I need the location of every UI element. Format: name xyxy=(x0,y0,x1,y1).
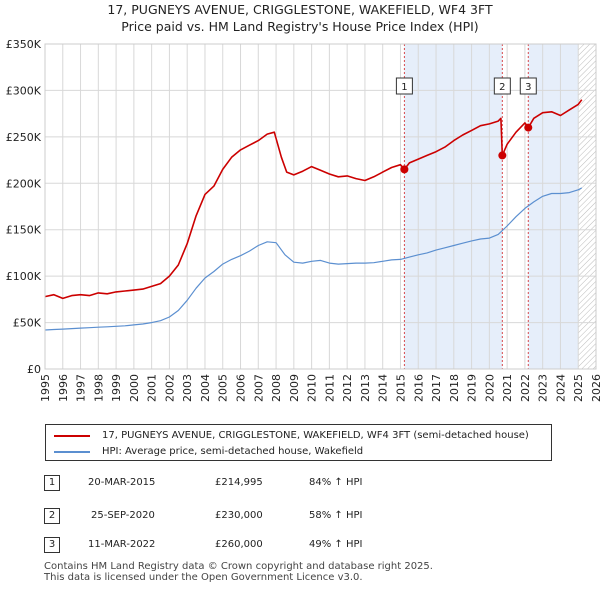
x-tick-label: 2005 xyxy=(217,374,230,402)
transaction-badge: 2 xyxy=(44,508,60,524)
x-tick-label: 2008 xyxy=(270,374,283,402)
x-tick-label: 2018 xyxy=(448,374,461,402)
footer-attribution: Contains HM Land Registry data © Crown c… xyxy=(44,561,433,583)
x-tick-label: 2010 xyxy=(306,374,319,402)
transaction-hpi: 58% ↑ HPI xyxy=(309,510,363,521)
legend-label-hpi: HPI: Average price, semi-detached house,… xyxy=(102,446,364,457)
x-tick-label: 2007 xyxy=(252,374,265,402)
x-tick-label: 2001 xyxy=(146,374,159,402)
legend-swatch-hpi xyxy=(54,450,90,453)
x-tick-label: 2006 xyxy=(235,374,248,402)
chart-subtitle-line2: Price paid vs. HM Land Registry's House … xyxy=(121,19,479,34)
y-tick-label: £0 xyxy=(27,363,41,376)
legend-swatch-property xyxy=(54,434,90,437)
transaction-hpi: 49% ↑ HPI xyxy=(309,539,363,550)
plot-frame xyxy=(44,43,597,370)
transaction-badge: 1 xyxy=(44,475,60,491)
x-tick-label: 2025 xyxy=(572,374,585,402)
transaction-hpi: 84% ↑ HPI xyxy=(309,477,363,488)
transaction-point xyxy=(400,165,409,174)
x-tick-label: 2023 xyxy=(537,374,550,402)
transaction-badge-box xyxy=(493,77,511,95)
x-tick-label: 2019 xyxy=(466,374,479,402)
transaction-badge-label: 1 xyxy=(401,82,407,93)
transaction-price: £260,000 xyxy=(215,539,263,550)
x-tick-label: 1997 xyxy=(75,374,88,402)
x-tick-label: 1996 xyxy=(57,374,70,402)
transaction-badge-label: 3 xyxy=(525,82,531,93)
transaction-badge-box xyxy=(395,77,413,95)
legend: 17, PUGNEYS AVENUE, CRIGGLESTONE, WAKEFI… xyxy=(45,424,552,461)
x-tick-label: 1998 xyxy=(92,374,105,402)
transaction-badge-box xyxy=(519,77,537,95)
transaction-point xyxy=(498,151,507,160)
x-tick-label: 2012 xyxy=(341,374,354,402)
transaction-price: £214,995 xyxy=(215,477,263,488)
x-tick-label: 2000 xyxy=(128,374,141,402)
x-tick-label: 2021 xyxy=(501,374,514,402)
footer-copyright: Contains HM Land Registry data © Crown c… xyxy=(44,561,433,572)
transaction-date: 20-MAR-2015 xyxy=(88,477,156,488)
ownership-band xyxy=(528,44,579,369)
legend-item-property: 17, PUGNEYS AVENUE, CRIGGLESTONE, WAKEFI… xyxy=(54,430,529,441)
hatched-region xyxy=(578,44,596,369)
chart-title-line1: 17, PUGNEYS AVENUE, CRIGGLESTONE, WAKEFI… xyxy=(107,2,493,17)
y-tick-label: £350K xyxy=(6,38,42,51)
x-tick-label: 2009 xyxy=(288,374,301,402)
x-tick-label: 1999 xyxy=(110,374,123,402)
x-tick-label: 2024 xyxy=(554,374,567,402)
legend-label-property: 17, PUGNEYS AVENUE, CRIGGLESTONE, WAKEFI… xyxy=(102,430,529,441)
x-tick-label: 2002 xyxy=(163,374,176,402)
transaction-badge-label: 2 xyxy=(499,82,505,93)
x-tick-label: 1995 xyxy=(39,374,52,402)
transaction-badge: 3 xyxy=(44,537,60,553)
transaction-row: 1 20-MAR-2015 £214,995 84% ↑ HPI xyxy=(44,475,444,493)
y-tick-label: £100K xyxy=(6,270,42,283)
x-tick-label: 2026 xyxy=(590,374,600,402)
transaction-row: 2 25-SEP-2020 £230,000 58% ↑ HPI xyxy=(44,508,444,526)
x-tick-label: 2004 xyxy=(199,374,212,402)
x-tick-label: 2015 xyxy=(394,374,407,402)
y-tick-label: £50K xyxy=(13,317,42,330)
transaction-price: £230,000 xyxy=(215,510,263,521)
y-tick-label: £200K xyxy=(6,177,42,190)
x-tick-label: 2016 xyxy=(412,374,425,402)
transaction-date: 11-MAR-2022 xyxy=(88,539,156,550)
legend-item-hpi: HPI: Average price, semi-detached house,… xyxy=(54,446,363,457)
x-tick-label: 2020 xyxy=(483,374,496,402)
price-chart: 1 2 3 £0 £50K £100K £150K £200K £250K £300K £350K… xyxy=(6,38,600,402)
transaction-point xyxy=(524,123,533,132)
x-tick-label: 2013 xyxy=(359,374,372,402)
x-tick-label: 2017 xyxy=(430,374,443,402)
x-tick-label: 2011 xyxy=(323,374,336,402)
hpi-line xyxy=(44,187,583,331)
footer-license: This data is licensed under the Open Gov… xyxy=(44,572,363,583)
transaction-date: 25-SEP-2020 xyxy=(91,510,155,521)
x-tick-label: 2014 xyxy=(377,374,390,402)
transaction-row: 3 11-MAR-2022 £260,000 49% ↑ HPI xyxy=(44,537,444,555)
x-tick-label: 2003 xyxy=(181,374,194,402)
y-tick-label: £300K xyxy=(6,84,42,97)
x-tick-label: 2022 xyxy=(519,374,532,402)
y-tick-label: £250K xyxy=(6,131,42,144)
y-tick-label: £150K xyxy=(6,224,42,237)
